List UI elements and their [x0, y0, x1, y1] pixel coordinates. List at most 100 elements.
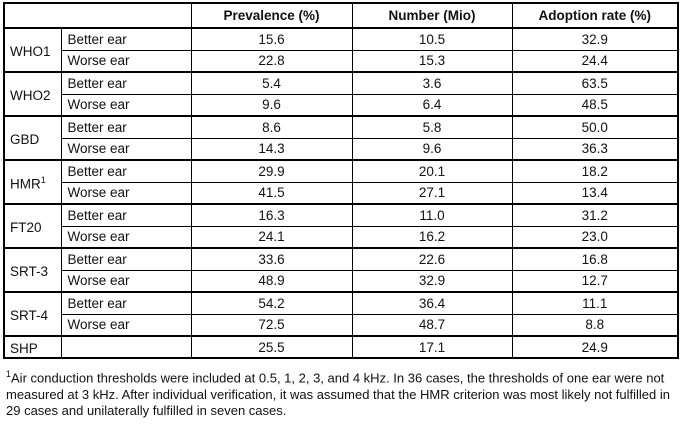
- ear-cell: Worse ear: [60, 313, 192, 337]
- number-value: 5.8: [351, 115, 513, 139]
- criterion-label-who1: WHO1: [3, 27, 62, 73]
- table-row: WHO2 Better ear 5.4 3.6 63.5: [3, 71, 679, 117]
- adoption-value: 36.3: [511, 137, 679, 161]
- prevalence-value: 14.3: [190, 137, 353, 161]
- number-value: 48.7: [351, 313, 513, 337]
- adoption-value: 48.5: [511, 93, 679, 117]
- table-row: WHO1 Better ear 15.6 10.5 32.9: [3, 27, 679, 73]
- criterion-label-text: SRT-3: [10, 264, 49, 279]
- prevalence-value: 15.6: [190, 27, 353, 51]
- number-value: 32.9: [351, 269, 513, 293]
- prevalence-value: 5.4: [190, 71, 353, 95]
- criterion-label-text: WHO2: [10, 88, 51, 103]
- criterion-label-text: WHO1: [10, 44, 51, 59]
- prevalence-value: 72.5: [190, 313, 353, 337]
- criterion-label-text: FT20: [10, 220, 42, 235]
- prevalence-value: 16.3: [190, 203, 353, 227]
- prevalence-value: 22.8: [190, 49, 353, 73]
- header-empty-cell: [3, 2, 192, 29]
- criterion-label-srt3: SRT-3: [3, 247, 62, 293]
- ear-cell: Worse ear: [60, 49, 192, 73]
- prevalence-value: 48.9: [190, 269, 353, 293]
- table-row: Worse ear 9.6 6.4 48.5: [4, 93, 679, 117]
- adoption-value: 13.4: [511, 181, 679, 205]
- number-value: 6.4: [351, 93, 513, 117]
- ear-cell: Better ear: [60, 71, 192, 95]
- criterion-label-who2: WHO2: [3, 71, 62, 117]
- adoption-value: 31.2: [511, 203, 679, 227]
- footnote-text: Air conduction thresholds were included …: [6, 370, 670, 419]
- prevalence-value: 33.6: [190, 247, 353, 271]
- prevalence-value: 54.2: [190, 291, 353, 315]
- ear-cell: Better ear: [60, 115, 192, 139]
- criterion-label-gbd: GBD: [3, 115, 62, 161]
- adoption-value: 24.9: [511, 335, 679, 359]
- number-value: 15.3: [351, 49, 513, 73]
- prevalence-value: 41.5: [190, 181, 353, 205]
- table-row: SRT-3 Better ear 33.6 22.6 16.8: [3, 247, 679, 293]
- table-row: Worse ear 48.9 32.9 12.7: [4, 269, 679, 293]
- ear-cell: Better ear: [60, 203, 192, 227]
- criterion-label-text: GBD: [10, 132, 40, 147]
- number-value: 36.4: [351, 291, 513, 315]
- ear-cell: Worse ear: [60, 93, 192, 117]
- number-value: 17.1: [351, 335, 513, 359]
- ear-cell: Better ear: [60, 27, 192, 51]
- footnote-marker: 1: [6, 369, 12, 379]
- prevalence-value: 9.6: [190, 93, 353, 117]
- number-value: 27.1: [351, 181, 513, 205]
- table-row: Worse ear 24.1 16.2 23.0: [4, 225, 679, 249]
- header-adoption-rate: Adoption rate (%): [511, 2, 679, 29]
- prevalence-value: 24.1: [190, 225, 353, 249]
- ear-cell: Worse ear: [60, 269, 192, 293]
- table-row: GBD Better ear 8.6 5.8 50.0: [3, 115, 679, 161]
- criterion-label-text: HMR: [10, 176, 41, 192]
- prevalence-value: 25.5: [190, 335, 353, 359]
- adoption-value: 16.8: [511, 247, 679, 271]
- adoption-value: 63.5: [511, 71, 679, 95]
- table-row: HMR1 Better ear 29.9 20.1 18.2: [3, 159, 679, 205]
- table-row: SRT-4 Better ear 54.2 36.4 11.1: [3, 291, 679, 337]
- table-row: SHP 25.5 17.1 24.9: [3, 335, 679, 359]
- number-value: 22.6: [351, 247, 513, 271]
- ear-cell: Better ear: [60, 159, 192, 183]
- ear-cell: Worse ear: [60, 137, 192, 161]
- criterion-label-text: SHP: [10, 341, 38, 356]
- ear-cell: Worse ear: [60, 225, 192, 249]
- table-row: Worse ear 14.3 9.6 36.3: [4, 137, 679, 161]
- adoption-value: 8.8: [511, 313, 679, 337]
- ear-cell: Better ear: [60, 247, 192, 271]
- criterion-label-srt4: SRT-4: [3, 291, 62, 337]
- prevalence-value: 8.6: [190, 115, 353, 139]
- criterion-label-ft20: FT20: [3, 203, 62, 249]
- adoption-value: 12.7: [511, 269, 679, 293]
- footnote: 1Air conduction thresholds were included…: [3, 366, 675, 420]
- adoption-value: 23.0: [511, 225, 679, 249]
- number-value: 16.2: [351, 225, 513, 249]
- number-value: 3.6: [351, 71, 513, 95]
- adoption-value: 50.0: [511, 115, 679, 139]
- prevalence-value: 29.9: [190, 159, 353, 183]
- adoption-value: 24.4: [511, 49, 679, 73]
- table-row: FT20 Better ear 16.3 11.0 31.2: [3, 203, 679, 249]
- number-value: 20.1: [351, 159, 513, 183]
- ear-cell: Better ear: [60, 291, 192, 315]
- header-row: Prevalence (%) Number (Mio) Adoption rat…: [3, 2, 679, 29]
- criterion-label-hmr: HMR1: [3, 159, 62, 205]
- adoption-value: 11.1: [511, 291, 679, 315]
- number-value: 11.0: [351, 203, 513, 227]
- criterion-label-text: SRT-4: [10, 308, 49, 323]
- table-row: Worse ear 22.8 15.3 24.4: [4, 49, 679, 73]
- footnote-marker-superscript: 1: [40, 175, 46, 186]
- ear-cell: Worse ear: [60, 181, 192, 205]
- criteria-table: Prevalence (%) Number (Mio) Adoption rat…: [3, 2, 679, 359]
- criterion-label-shp: SHP: [3, 335, 62, 359]
- number-value: 9.6: [351, 137, 513, 161]
- ear-cell: [60, 335, 192, 359]
- adoption-value: 18.2: [511, 159, 679, 183]
- number-value: 10.5: [351, 27, 513, 51]
- adoption-value: 32.9: [511, 27, 679, 51]
- table-row: Worse ear 72.5 48.7 8.8: [4, 313, 679, 337]
- header-prevalence: Prevalence (%): [190, 2, 353, 29]
